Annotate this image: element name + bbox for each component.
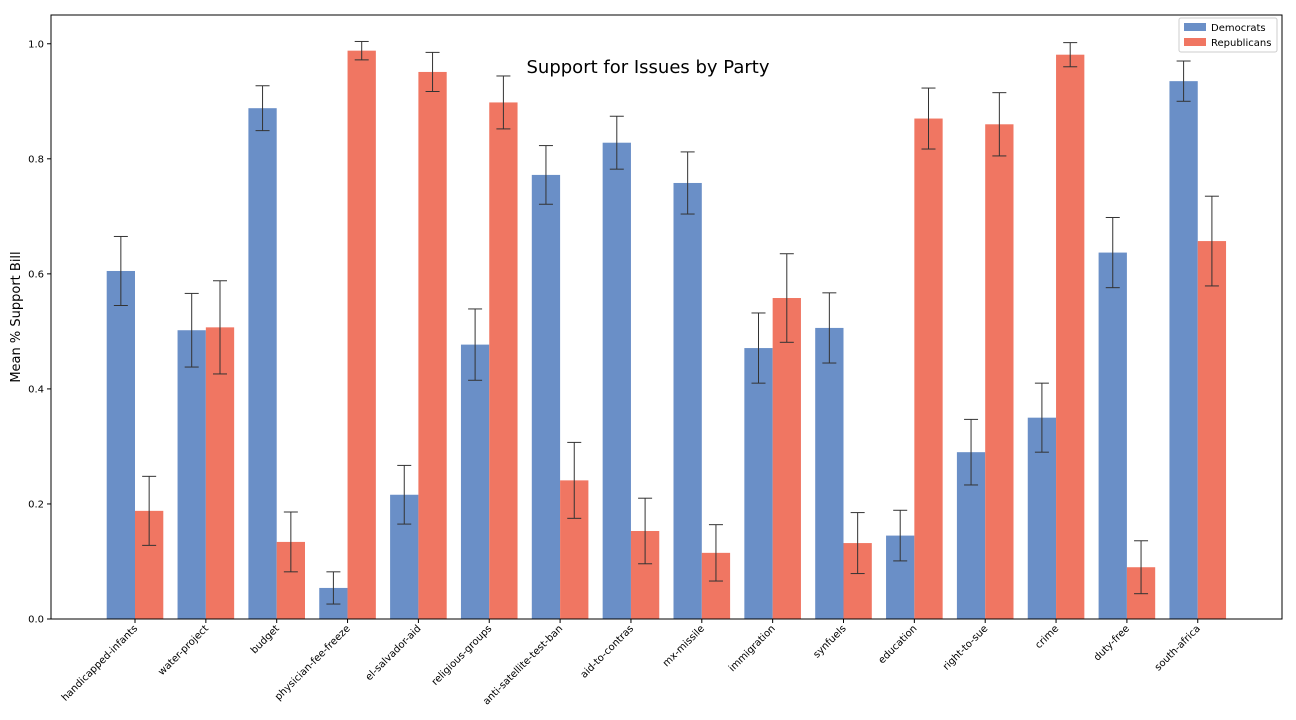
error-bar-republicans-handicapped-infants xyxy=(142,475,157,546)
bar-democrats-duty-free xyxy=(1098,252,1127,619)
error-bar-republicans-religious-groups xyxy=(496,75,511,130)
x-tick-label-duty-free: duty-free xyxy=(1092,623,1132,663)
error-bar-republicans-aid-to-contras xyxy=(638,497,653,565)
error-bar-republicans-duty-free xyxy=(1134,540,1149,595)
error-bar-democrats-water-project xyxy=(184,292,199,368)
legend-label-democrats: Democrats xyxy=(1211,23,1266,34)
error-bar-republicans-physician-fee-freeze xyxy=(354,40,369,61)
bar-democrats-handicapped-infants xyxy=(106,270,135,619)
bar-democrats-water-project xyxy=(177,330,206,619)
legend: Democrats Republicans xyxy=(1178,17,1278,53)
y-tick-label-0.8: 0.8 xyxy=(28,154,44,165)
x-tick-label-aid-to-contras: aid-to-contras xyxy=(579,623,636,680)
error-bar-democrats-religious-groups xyxy=(468,308,483,381)
x-tick-label-religious-groups: religious-groups xyxy=(430,623,495,688)
y-axis: 0.0 0.2 0.4 0.6 0.8 1.0 xyxy=(28,39,51,626)
bar-democrats-aid-to-contras xyxy=(602,142,631,619)
x-tick-label-budget: budget xyxy=(249,623,282,656)
bar-republicans-immigration xyxy=(772,298,801,619)
x-tick-label-physician-fee-freeze: physician-fee-freeze xyxy=(273,623,353,703)
bar-republicans-water-project xyxy=(205,327,235,619)
x-tick-label-south-africa: south-africa xyxy=(1153,623,1203,673)
error-bar-republicans-immigration xyxy=(779,253,794,343)
bar-democrats-immigration xyxy=(744,348,773,619)
y-tick-label-1.0: 1.0 xyxy=(28,39,44,50)
error-bar-democrats-mx-missile xyxy=(680,151,695,215)
bar-republicans-right-to-sue xyxy=(985,124,1014,620)
error-bar-republicans-synfuels xyxy=(850,512,865,575)
x-tick-label-mx-missile: mx-missile xyxy=(661,623,707,669)
error-bar-republicans-crime xyxy=(1063,42,1078,68)
error-bar-democrats-immigration xyxy=(751,312,766,384)
error-bar-democrats-aid-to-contras xyxy=(609,115,624,170)
error-bar-republicans-el-salvador-aid xyxy=(425,51,440,93)
bar-democrats-south-africa xyxy=(1169,81,1198,619)
error-bar-democrats-crime xyxy=(1034,382,1049,453)
bars-layer xyxy=(106,50,1227,620)
bar-democrats-anti-satellite-test-ban xyxy=(531,174,561,619)
error-bar-republicans-south-africa xyxy=(1204,195,1219,287)
error-bar-democrats-south-africa xyxy=(1176,60,1191,102)
y-tick-label-0.6: 0.6 xyxy=(28,269,44,280)
error-bar-democrats-duty-free xyxy=(1105,216,1120,289)
y-axis-label: Mean % Support Bill xyxy=(9,251,24,382)
error-bar-democrats-right-to-sue xyxy=(964,418,979,486)
legend-swatch-democrats xyxy=(1184,23,1206,31)
error-bar-democrats-synfuels xyxy=(822,292,837,364)
x-tick-label-right-to-sue: right-to-sue xyxy=(941,623,990,672)
x-tick-label-anti-satellite-test-ban: anti-satellite-test-ban xyxy=(481,623,565,707)
error-bar-democrats-handicapped-infants xyxy=(113,235,128,306)
bar-republicans-physician-fee-freeze xyxy=(347,50,376,620)
bar-democrats-mx-missile xyxy=(673,182,702,619)
error-bar-democrats-anti-satellite-test-ban xyxy=(538,145,553,205)
chart-title: Support for Issues by Party xyxy=(527,57,770,78)
error-bar-democrats-budget xyxy=(255,85,270,132)
x-tick-label-handicapped-infants: handicapped-infants xyxy=(60,623,140,703)
bar-democrats-synfuels xyxy=(815,327,844,619)
error-bar-republicans-education xyxy=(921,87,936,150)
bar-republicans-education xyxy=(914,118,943,620)
x-tick-label-crime: crime xyxy=(1033,623,1061,651)
x-tick-label-el-salvador-aid: el-salvador-aid xyxy=(364,623,424,683)
x-tick-label-immigration: immigration xyxy=(727,623,778,674)
x-tick-label-synfuels: synfuels xyxy=(812,623,849,660)
error-bar-republicans-mx-missile xyxy=(708,524,723,582)
error-bar-democrats-el-salvador-aid xyxy=(397,464,412,525)
bar-republicans-south-africa xyxy=(1197,241,1227,619)
bar-republicans-el-salvador-aid xyxy=(418,71,447,620)
y-tick-label-0.2: 0.2 xyxy=(28,499,44,510)
legend-label-republicans: Republicans xyxy=(1211,38,1271,49)
bar-republicans-religious-groups xyxy=(489,102,518,620)
plot-frame xyxy=(50,14,1283,620)
error-bar-democrats-physician-fee-freeze xyxy=(326,571,341,605)
error-bar-republicans-budget xyxy=(283,511,298,573)
y-tick-label-0.4: 0.4 xyxy=(28,384,44,395)
error-bar-republicans-anti-satellite-test-ban xyxy=(567,441,582,519)
x-tick-label-education: education xyxy=(877,623,920,666)
error-bar-democrats-education xyxy=(893,509,908,562)
x-tick-label-water-project: water-project xyxy=(156,623,211,678)
error-bar-republicans-right-to-sue xyxy=(992,92,1007,157)
bar-democrats-budget xyxy=(248,108,277,619)
bar-democrats-religious-groups xyxy=(460,344,490,619)
error-bar-republicans-water-project xyxy=(213,280,227,375)
error-bars-layer xyxy=(113,40,1219,605)
legend-swatch-republicans xyxy=(1184,38,1206,46)
x-axis: handicapped-infants water-project budgetph… xyxy=(60,619,1203,707)
bar-republicans-crime xyxy=(1056,54,1085,620)
y-tick-label-0.0: 0.0 xyxy=(28,615,44,626)
